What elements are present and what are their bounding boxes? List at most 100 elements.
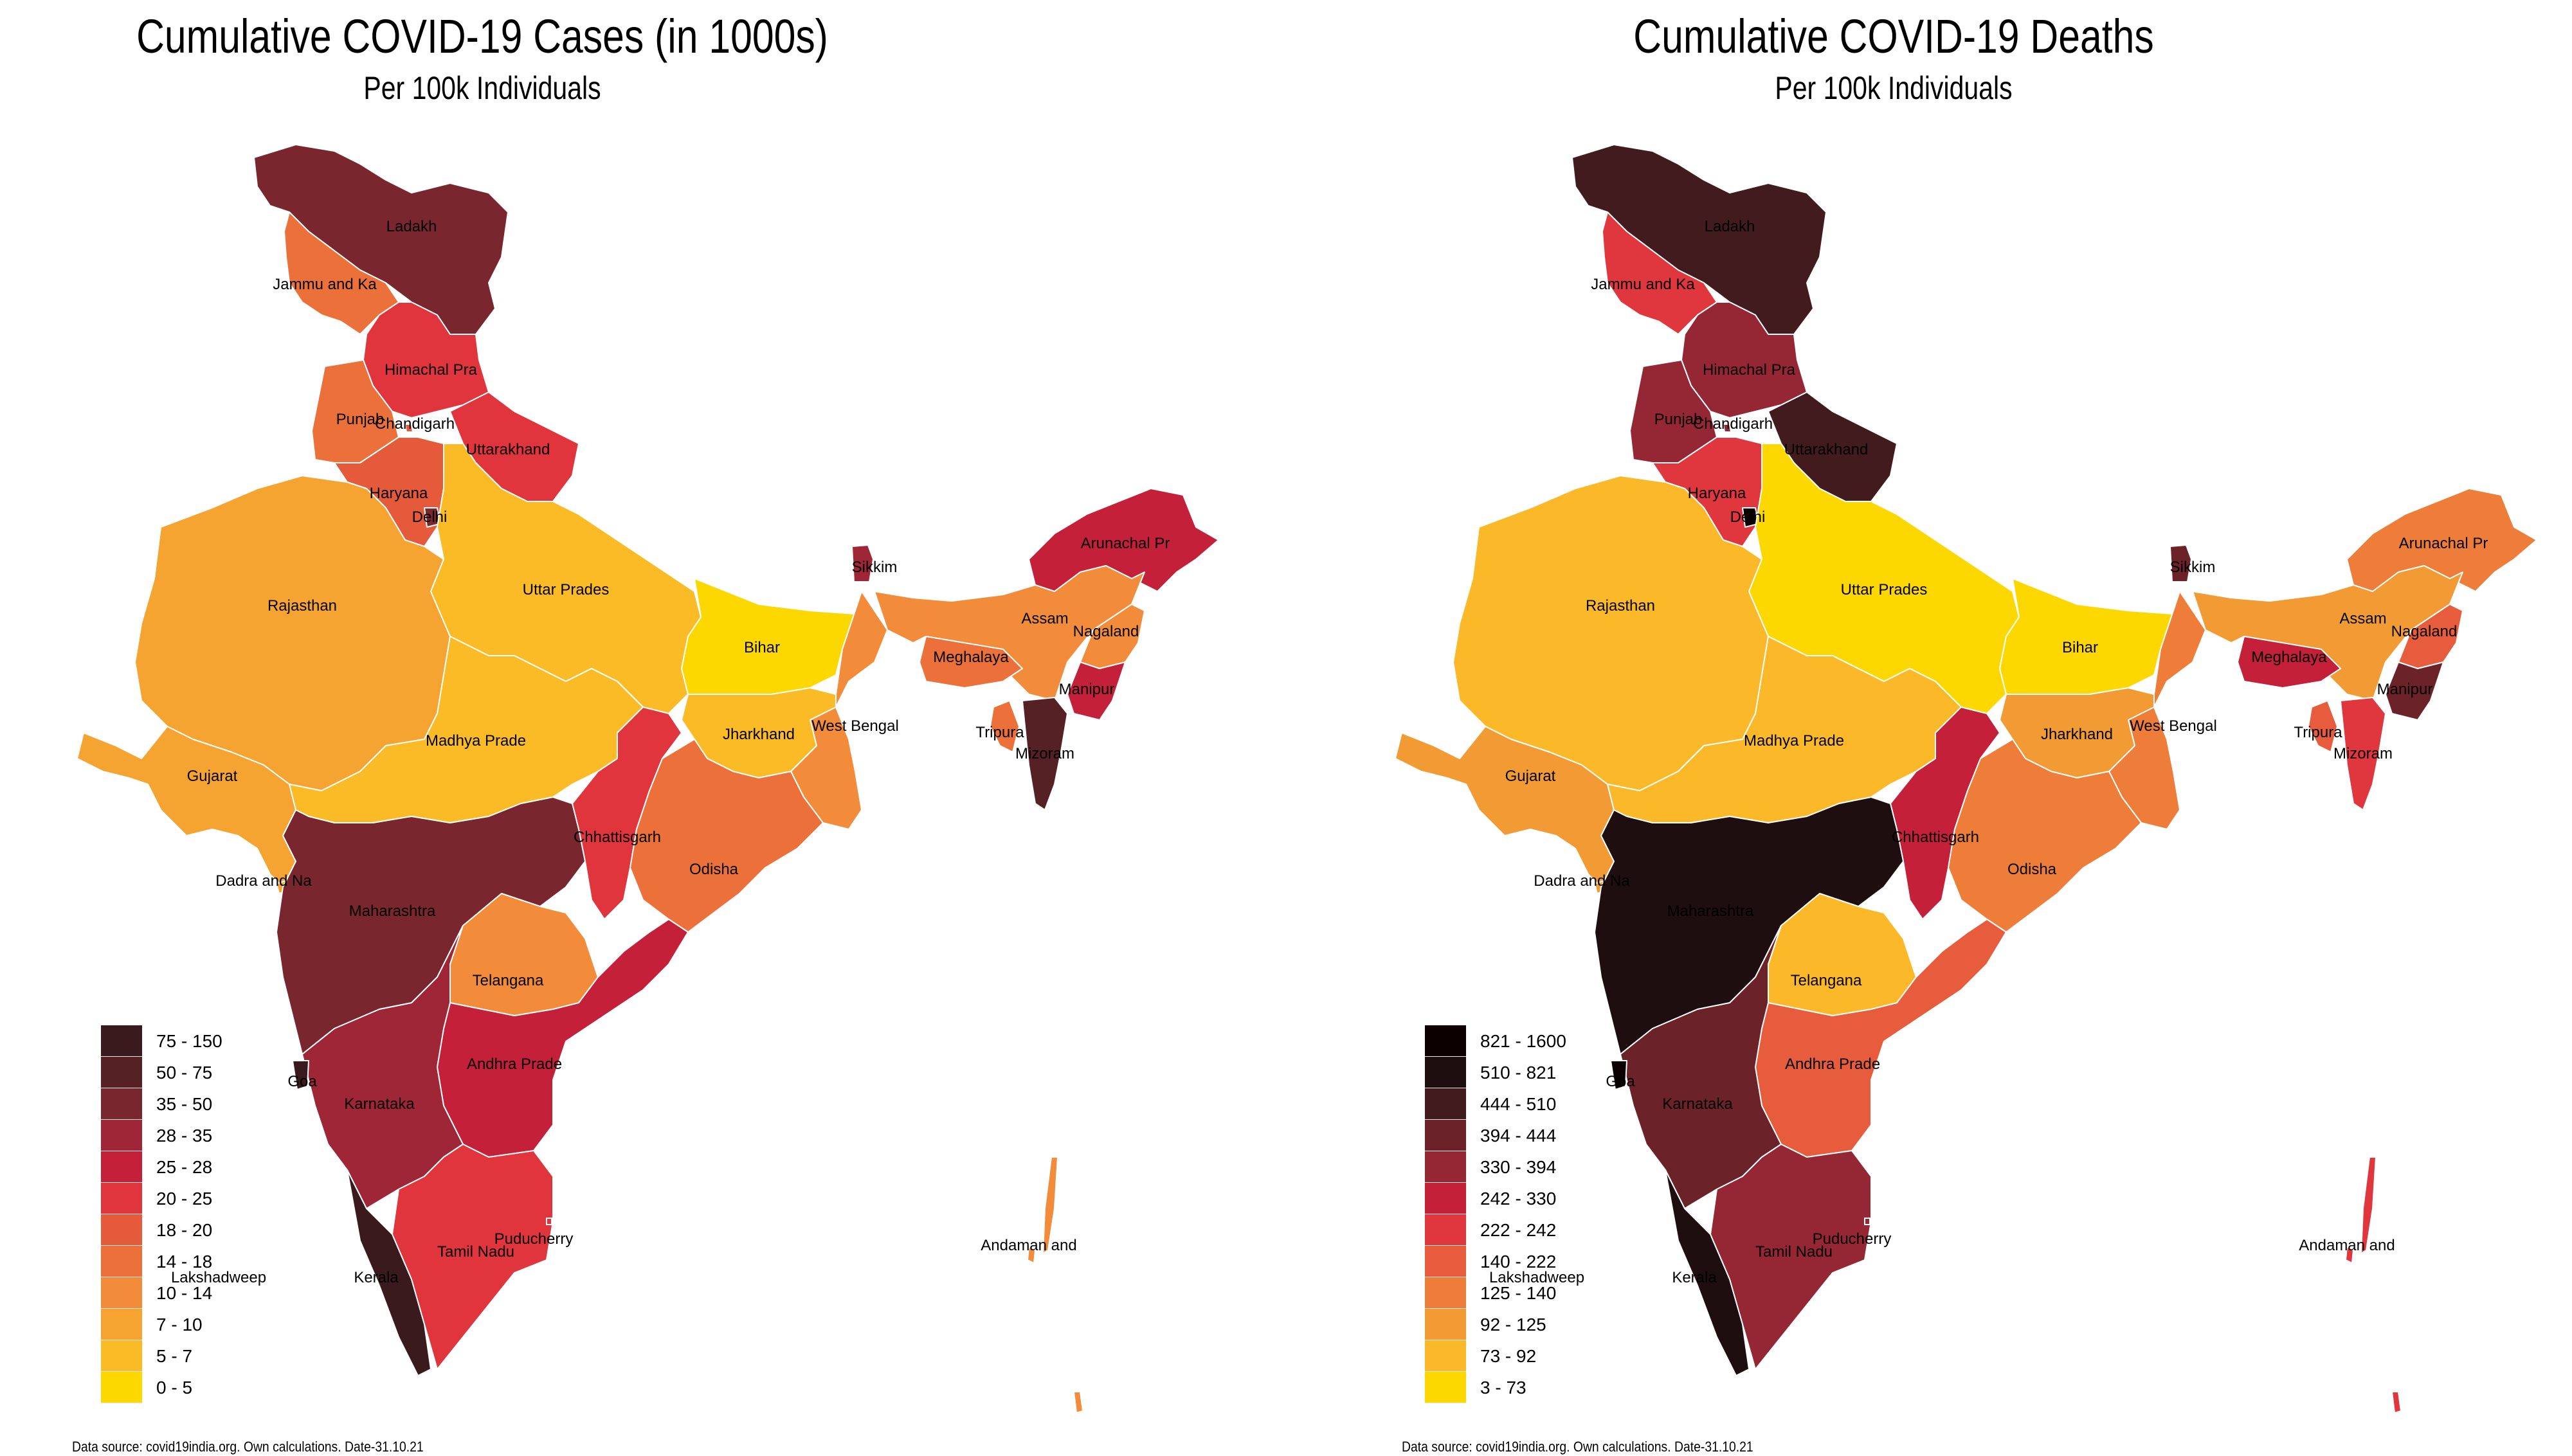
cases-map-title: Cumulative COVID-19 Cases (in 1000s) xyxy=(136,10,828,63)
region-label-rajasthan: Rajasthan xyxy=(267,597,337,615)
legend-item: 35 - 50 xyxy=(101,1088,222,1120)
legend-label: 821 - 1600 xyxy=(1480,1030,1566,1051)
region-label-andhra-prade: Andhra Prade xyxy=(1785,1056,1880,1073)
region-label-jharkhand: Jharkhand xyxy=(2041,726,2113,743)
legend-item: 444 - 510 xyxy=(1425,1088,1566,1120)
region-label-assam: Assam xyxy=(2339,610,2386,627)
legend-label: 140 - 222 xyxy=(1480,1251,1557,1272)
legend-swatch xyxy=(1425,1057,1466,1088)
region-puducherry xyxy=(546,1218,552,1225)
legend-item: 3 - 73 xyxy=(1425,1372,1566,1403)
legend-item: 14 - 18 xyxy=(101,1246,222,1277)
region-manipur xyxy=(1067,661,1126,721)
region-chandigarh xyxy=(1723,424,1732,433)
region-label-haryana: Haryana xyxy=(370,485,428,502)
legend-swatch xyxy=(101,1246,142,1277)
legend-label: 3 - 73 xyxy=(1480,1377,1526,1398)
region-label-tamil-nadu: Tamil Nadu xyxy=(1755,1243,1833,1261)
cases-choropleth-map: Ladakh Jammu and Ka Himachal Pra PunjabChan… xyxy=(77,144,1219,1414)
region-meghalaya xyxy=(919,636,1023,688)
legend-label: 7 - 10 xyxy=(156,1314,203,1335)
legend-item: 18 - 20 xyxy=(101,1214,222,1246)
legend-item: 73 - 92 xyxy=(1425,1340,1566,1372)
legend-label: 5 - 7 xyxy=(156,1345,193,1366)
legend-label: 35 - 50 xyxy=(156,1093,213,1114)
legend-swatch xyxy=(1425,1183,1466,1214)
legend-item: 50 - 75 xyxy=(101,1057,222,1088)
legend-swatch xyxy=(1425,1309,1466,1340)
region-label-andaman-and: Andaman and xyxy=(981,1237,1076,1254)
region-label-lakshadweep: Lakshadweep xyxy=(171,1269,266,1286)
region-label-madhya-prade: Madhya Prade xyxy=(426,732,526,750)
region-label-kerala: Kerala xyxy=(354,1269,399,1286)
region-andaman-and xyxy=(2345,1246,2354,1264)
region-label-arunachal-pr: Arunachal Pr xyxy=(1081,535,1170,552)
region-label-madhya-prade: Madhya Prade xyxy=(1744,732,1844,750)
legend-item: 242 - 330 xyxy=(1425,1183,1566,1214)
legend-label: 75 - 150 xyxy=(156,1030,222,1051)
region-label-manipur: Manipur xyxy=(2377,681,2433,698)
region-label-andaman-and: Andaman and xyxy=(2299,1237,2395,1254)
region-label-west-bengal: West Bengal xyxy=(2130,717,2217,735)
legend-item: 222 - 242 xyxy=(1425,1214,1566,1246)
region-tripura xyxy=(2308,700,2338,753)
region-sikkim xyxy=(2169,544,2192,582)
region-tripura xyxy=(990,700,1020,753)
legend-item: 75 - 150 xyxy=(101,1025,222,1057)
region-label-puducherry: Puducherry xyxy=(494,1230,574,1248)
legend-swatch xyxy=(101,1088,142,1120)
region-label-rajasthan: Rajasthan xyxy=(1586,597,1655,615)
region-label-nagaland: Nagaland xyxy=(2391,623,2458,640)
region-label-goa: Goa xyxy=(287,1073,317,1090)
region-label-haryana: Haryana xyxy=(1688,485,1746,502)
legend-label: 50 - 75 xyxy=(156,1062,213,1083)
legend-swatch xyxy=(1425,1151,1466,1183)
region-label-sikkim: Sikkim xyxy=(852,559,898,576)
region-meghalaya xyxy=(2237,636,2341,688)
region-label-chhattisgarh: Chhattisgarh xyxy=(1892,829,1979,846)
deaths-legend: 821 - 1600 510 - 821 444 - 510 394 - 444 330… xyxy=(1425,1025,1566,1403)
region-label-chandigarh: Chandigarh xyxy=(1693,415,1773,433)
region-odisha xyxy=(1948,739,2142,933)
deaths-source-note: Data source: covid19india.org. Own calcu… xyxy=(1402,1439,1753,1455)
region-label-meghalaya: Meghalaya xyxy=(933,649,1009,666)
region-label-uttarakhand: Uttarakhand xyxy=(1784,441,1869,458)
region-puducherry xyxy=(1864,1218,1870,1225)
legend-label: 444 - 510 xyxy=(1480,1093,1557,1114)
region-bihar xyxy=(681,578,856,695)
legend-swatch xyxy=(1425,1372,1466,1403)
region-label-ladakh: Ladakh xyxy=(1705,218,1755,235)
legend-item: 510 - 821 xyxy=(1425,1057,1566,1088)
region-label-odisha: Odisha xyxy=(2007,861,2057,878)
region-mizoram xyxy=(2340,697,2386,811)
region-label-odisha: Odisha xyxy=(689,861,739,878)
legend-label: 18 - 20 xyxy=(156,1219,213,1240)
region-goa xyxy=(1610,1060,1627,1090)
legend-swatch xyxy=(101,1214,142,1246)
legend-item: 20 - 25 xyxy=(101,1183,222,1214)
region-label-delhi: Delhi xyxy=(1730,508,1766,526)
region-label-bihar: Bihar xyxy=(744,639,780,656)
region-label-himachal-pra: Himachal Pra xyxy=(385,361,478,379)
legend-label: 14 - 18 xyxy=(156,1251,213,1272)
region-chhattisgarh xyxy=(1890,706,2000,920)
legend-item: 25 - 28 xyxy=(101,1151,222,1183)
region-label-sikkim: Sikkim xyxy=(2170,559,2216,576)
cases-map-subtitle: Per 100k Individuals xyxy=(363,70,601,106)
legend-item: 28 - 35 xyxy=(101,1120,222,1151)
deaths-map-title: Cumulative COVID-19 Deaths xyxy=(1633,10,2154,63)
legend-item: 394 - 444 xyxy=(1425,1120,1566,1151)
region-manipur xyxy=(2385,661,2444,721)
region-label-telangana: Telangana xyxy=(1791,972,1862,989)
legend-label: 0 - 5 xyxy=(156,1377,193,1398)
region-label-dadra-and-na: Dadra and Na xyxy=(1534,872,1630,890)
region-andaman-and xyxy=(2391,1391,2402,1414)
region-label-punjab: Punjab xyxy=(336,411,385,428)
region-label-maharashtra: Maharashtra xyxy=(1667,903,1754,920)
region-label-delhi: Delhi xyxy=(412,508,448,526)
region-label-uttarakhand: Uttarakhand xyxy=(466,441,550,458)
region-mizoram xyxy=(1022,697,1068,811)
legend-swatch xyxy=(1425,1088,1466,1120)
legend-item: 330 - 394 xyxy=(1425,1151,1566,1183)
region-chandigarh xyxy=(404,424,413,433)
